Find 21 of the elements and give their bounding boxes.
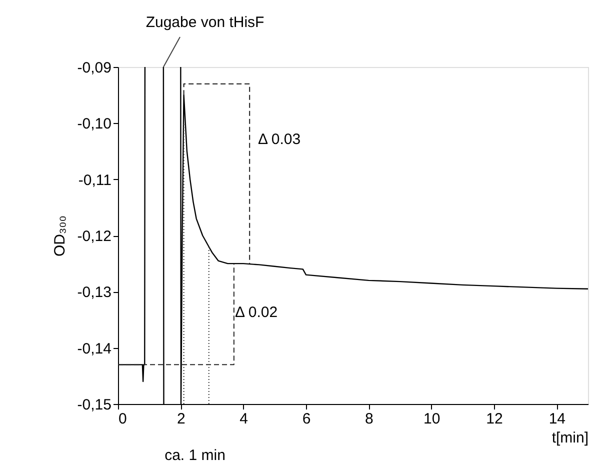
x-tick-label: 4 <box>240 410 248 428</box>
y-tick-label: -0,13 <box>77 284 112 302</box>
annotation: Δ 0.03 <box>258 131 301 148</box>
annotation: Δ 0.02 <box>235 304 278 321</box>
x-tick-label: 8 <box>364 410 374 428</box>
y-tick-label: -0,11 <box>78 172 112 189</box>
annotation: Zugabe von tHisF <box>146 14 264 31</box>
x-tick-label: 2 <box>176 410 186 428</box>
x-tick-label: 0 <box>118 410 127 428</box>
y-tick-label: -0,10 <box>77 116 112 133</box>
y-tick-label: -0,12 <box>77 228 112 245</box>
x-tick-label: 14 <box>548 410 566 428</box>
x-tick-label: 10 <box>423 410 440 428</box>
y-tick-label: -0,15 <box>77 396 112 414</box>
x-tick-label: 12 <box>486 410 503 428</box>
y-tick-label: -0,14 <box>77 340 112 358</box>
y-axis-title: OD₃₀₀ <box>51 215 68 257</box>
y-tick-label: -0,09 <box>77 60 112 76</box>
text: ca. 1 min <box>164 447 226 464</box>
x-tick-label: 6 <box>302 410 311 428</box>
x-axis-title: t[min] <box>552 430 588 446</box>
